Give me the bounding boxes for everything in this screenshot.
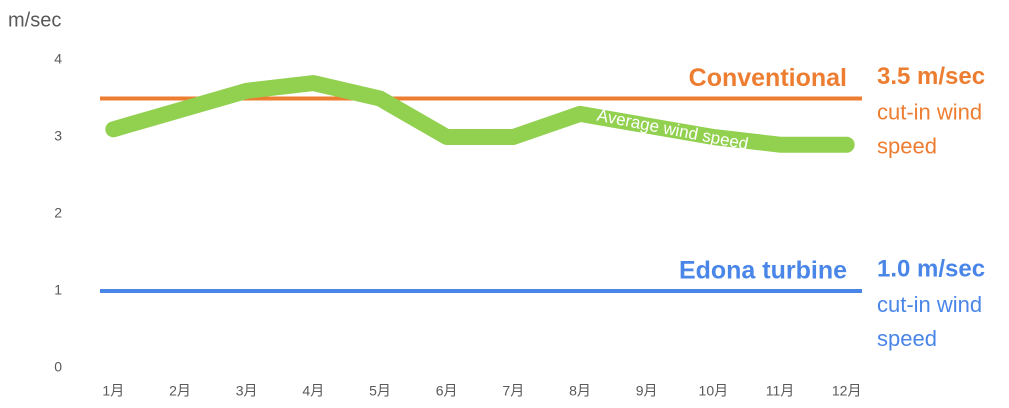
reference-value-label: 3.5 m/sec (877, 63, 985, 90)
y-tick-label: 1 (54, 282, 62, 298)
reference-value-label: 1.0 m/sec (877, 255, 985, 282)
x-tick-label: 5月 (369, 383, 391, 399)
x-tick-label: 2月 (169, 383, 191, 399)
x-tick-label: 7月 (502, 383, 524, 399)
y-axis-unit: m/sec (8, 9, 61, 31)
x-tick-label: 11月 (766, 383, 795, 399)
reference-label: Edona turbine (679, 257, 847, 285)
reference-note: cut-in wind (877, 99, 982, 124)
x-tick-label: 12月 (832, 383, 862, 399)
x-tick-label: 4月 (302, 383, 324, 399)
series-line (105, 75, 855, 153)
y-tick-label: 2 (54, 205, 62, 221)
x-tick-label: 1月 (102, 383, 124, 399)
x-tick-label: 9月 (636, 383, 658, 399)
x-tick-label: 10月 (699, 383, 729, 399)
x-tick-label: 8月 (569, 383, 591, 399)
y-tick-label: 0 (54, 359, 62, 375)
reference-note: cut-in wind (877, 292, 982, 317)
reference-label: Conventional (689, 64, 847, 92)
x-tick-label: 3月 (236, 383, 258, 399)
y-tick-label: 4 (54, 51, 62, 67)
reference-note: speed (877, 326, 937, 351)
series-label: Average wind speed (595, 106, 750, 154)
reference-note: speed (877, 133, 937, 158)
x-tick-label: 6月 (436, 383, 458, 399)
y-tick-label: 3 (54, 128, 62, 144)
